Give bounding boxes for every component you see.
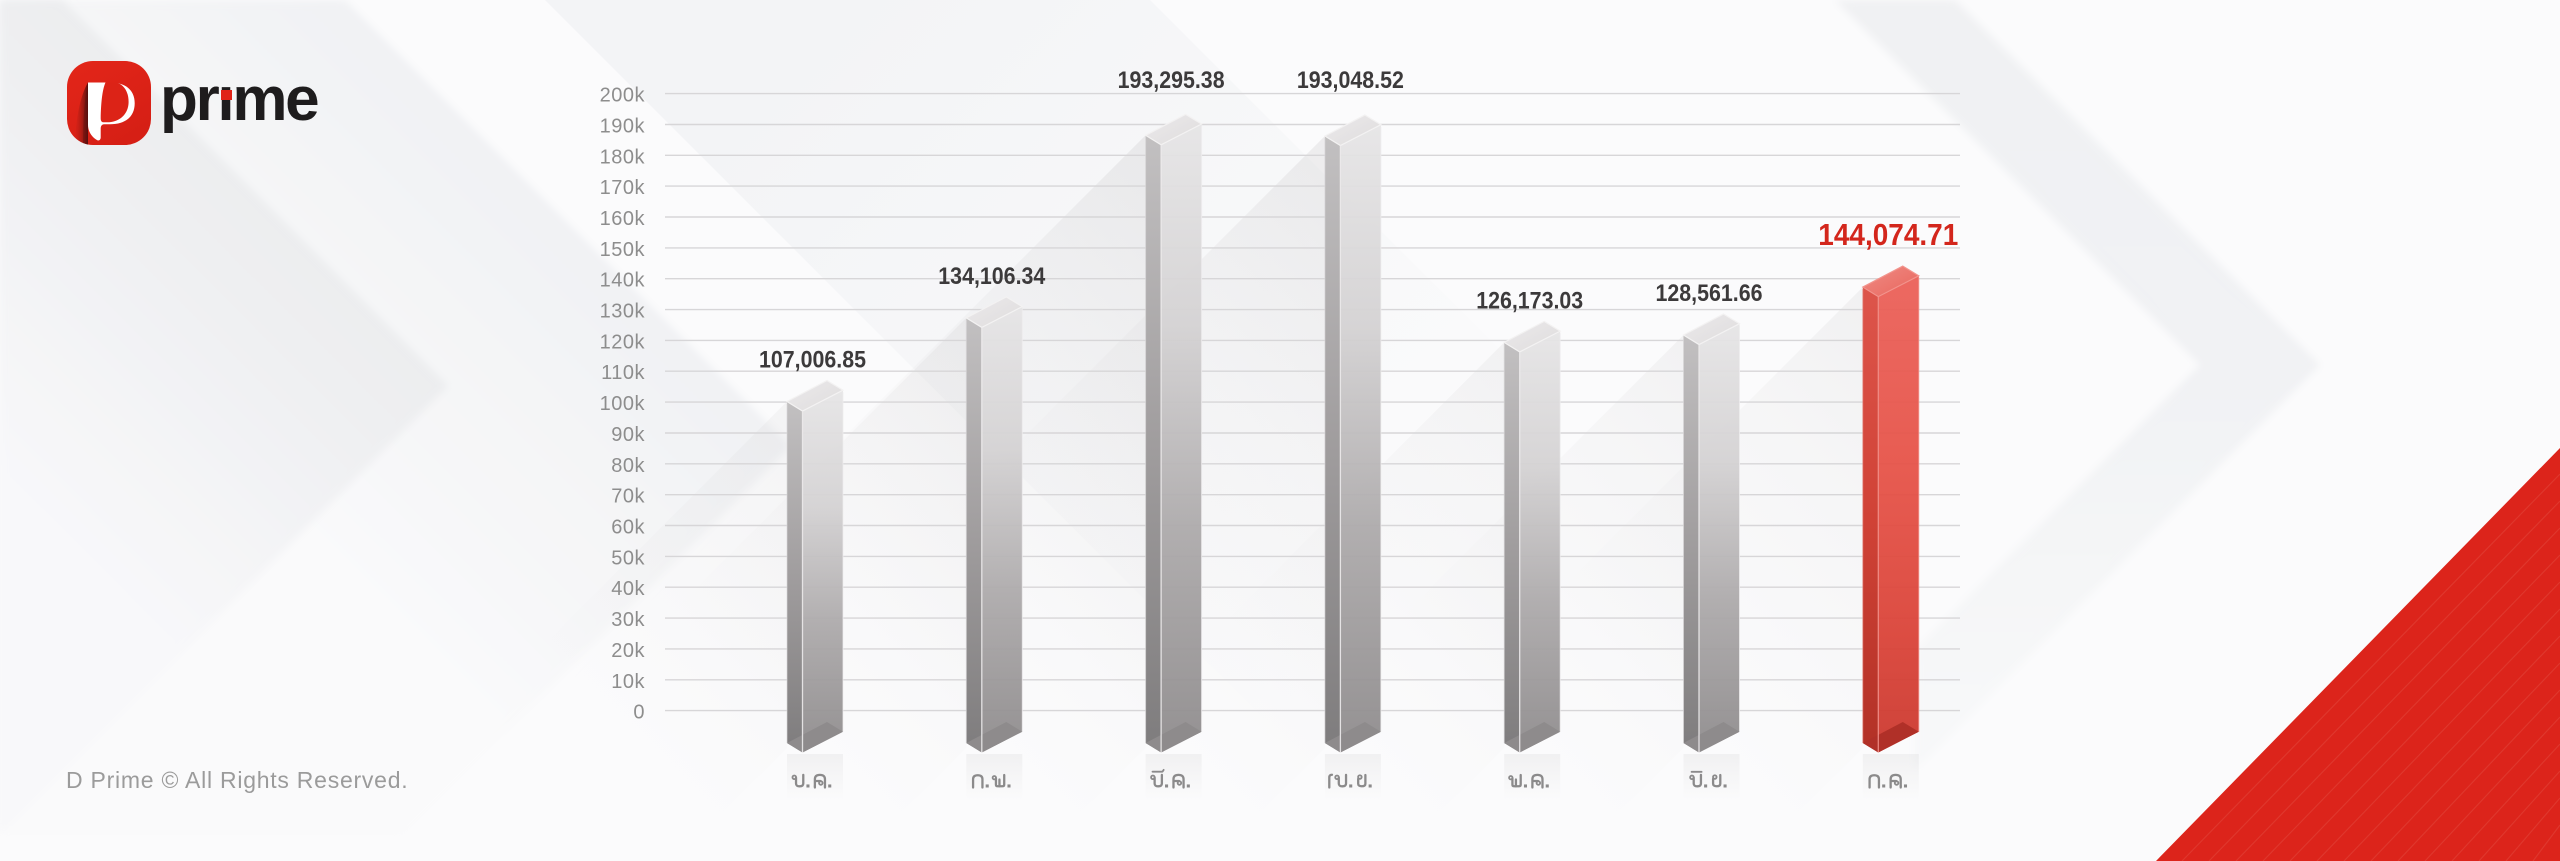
svg-text:110k: 110k <box>601 362 645 384</box>
svg-text:144,074.71: 144,074.71 <box>1818 218 1958 252</box>
svg-text:193,048.52: 193,048.52 <box>1297 67 1404 94</box>
svg-text:150k: 150k <box>600 239 646 261</box>
svg-text:50k: 50k <box>611 547 645 569</box>
svg-text:193,295.38: 193,295.38 <box>1118 67 1225 94</box>
svg-text:10k: 10k <box>611 671 645 693</box>
svg-text:20k: 20k <box>611 640 645 662</box>
svg-text:60k: 60k <box>611 517 645 539</box>
svg-text:126,173.03: 126,173.03 <box>1476 288 1583 315</box>
svg-text:100k: 100k <box>600 393 646 415</box>
svg-text:130k: 130k <box>600 301 646 323</box>
svg-text:90k: 90k <box>611 424 645 446</box>
svg-text:107,006.85: 107,006.85 <box>759 347 866 374</box>
svg-text:170k: 170k <box>600 177 646 199</box>
svg-text:120k: 120k <box>600 331 646 353</box>
svg-text:80k: 80k <box>611 455 645 477</box>
svg-text:70k: 70k <box>611 486 645 508</box>
svg-text:30k: 30k <box>611 609 645 631</box>
svg-text:190k: 190k <box>600 116 646 138</box>
svg-text:134,106.34: 134,106.34 <box>938 263 1046 290</box>
svg-text:0: 0 <box>633 702 645 724</box>
svg-text:40k: 40k <box>611 578 645 600</box>
svg-text:140k: 140k <box>600 270 646 292</box>
svg-text:180k: 180k <box>600 146 646 168</box>
svg-text:128,561.66: 128,561.66 <box>1656 280 1763 307</box>
svg-text:200k: 200k <box>600 85 646 107</box>
svg-text:160k: 160k <box>600 208 646 230</box>
